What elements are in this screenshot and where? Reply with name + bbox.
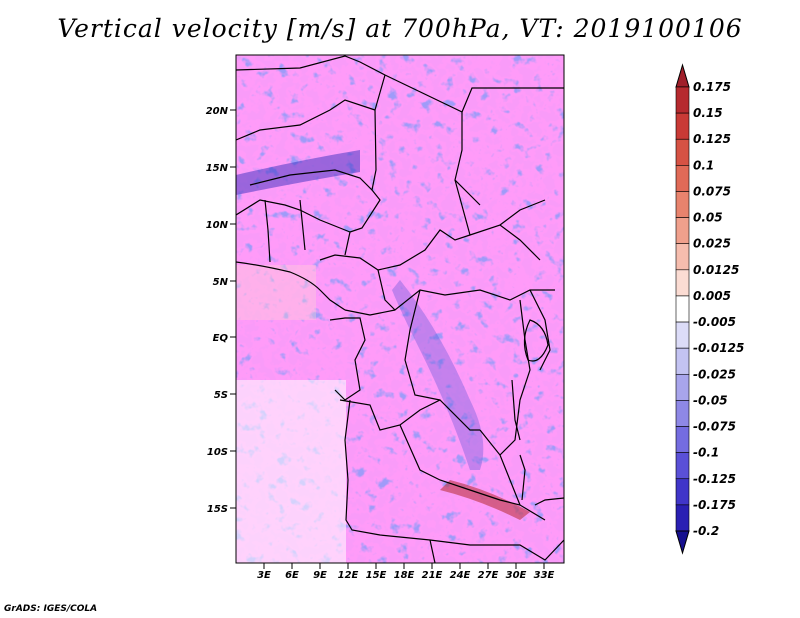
lon-tick: 6E (285, 563, 299, 581)
lat-label: 5S (214, 390, 228, 401)
colorbar: 0.175 0.15 0.125 0.1 0.075 0.05 0.025 0.0125 0.0… (675, 63, 744, 555)
colorbar-segment (675, 217, 690, 245)
lon-label: 18E (394, 570, 415, 581)
lon-tick: 18E (394, 563, 415, 581)
lat-label: 10S (207, 447, 228, 458)
lon-tick: 30E (506, 563, 527, 581)
colorbar-label: 0.1 (693, 158, 714, 172)
colorbar-segment (675, 269, 690, 297)
lon-tick: 3E (257, 563, 271, 581)
lon-tick: 15E (366, 563, 387, 581)
longitude-axis: 3E 6E 9E 12E 15E 18E 21E 24E 27E 30E 33E (257, 563, 555, 581)
lon-tick: 27E (478, 563, 499, 581)
colorbar-label: 0.125 (693, 132, 731, 146)
lat-tick: 5S (214, 390, 236, 401)
lon-tick: 33E (534, 563, 555, 581)
lat-label: EQ (213, 333, 229, 344)
lakes (511, 319, 549, 501)
colorbar-label: 0.15 (693, 106, 723, 120)
colorbar-arrow-top (675, 63, 690, 88)
lon-label: 9E (313, 570, 327, 581)
colorbar-label: -0.025 (693, 367, 736, 381)
lon-tick: 12E (338, 563, 359, 581)
lat-label: 15N (206, 163, 229, 174)
lat-tick: EQ (213, 333, 236, 344)
lat-tick: 15N (206, 163, 236, 174)
chart-title: Vertical velocity [m/s] at 700hPa, VT: 2… (57, 14, 743, 43)
colorbar-label: -0.075 (693, 420, 736, 434)
colorbar-segment (675, 295, 690, 323)
colorbar-segment (675, 373, 690, 401)
colorbar-segment (675, 138, 690, 166)
colorbar-segment (675, 112, 690, 140)
colorbar-segment (675, 165, 690, 192)
footer-credit: GrADS: IGES/COLA (4, 604, 98, 614)
colorbar-label: 0.175 (693, 80, 731, 94)
lat-tick: 20N (206, 106, 236, 117)
colorbar-segment (675, 347, 690, 375)
lat-tick: 10S (207, 447, 236, 458)
lon-label: 12E (338, 570, 359, 581)
colorbar-label: -0.005 (693, 315, 736, 329)
colorbar-segment (675, 452, 690, 480)
lat-tick: 5N (213, 277, 236, 288)
colorbar-segment (675, 321, 690, 349)
colorbar-segment (675, 243, 690, 271)
colorbar-label: -0.175 (693, 498, 736, 512)
colorbar-arrow-bottom (675, 530, 690, 555)
colorbar-segment (675, 400, 690, 427)
lon-label: 24E (450, 570, 471, 581)
lon-label: 30E (506, 570, 527, 581)
colorbar-label: 0.0125 (693, 263, 739, 277)
lon-label: 33E (534, 570, 555, 581)
colorbar-label: -0.2 (693, 524, 719, 538)
colorbar-label: 0.025 (693, 237, 731, 251)
map-frame (235, 54, 565, 564)
lon-label: 6E (285, 570, 299, 581)
colorbar-label: -0.05 (693, 393, 728, 407)
lon-label: 3E (257, 570, 271, 581)
vertical-velocity-field (236, 55, 564, 563)
colorbar-segment (675, 426, 690, 453)
colorbar-label: 0.005 (693, 289, 731, 303)
lat-label: 15S (207, 504, 228, 515)
lon-label: 15E (366, 570, 387, 581)
lat-label: 10N (206, 220, 229, 231)
lon-tick: 9E (313, 563, 327, 581)
colorbar-segment (675, 478, 690, 506)
colorbar-label: 0.075 (693, 184, 731, 198)
colorbar-segment (675, 86, 690, 114)
lat-label: 20N (206, 106, 229, 117)
lon-label: 21E (422, 570, 443, 581)
lon-tick: 21E (422, 563, 443, 581)
country-borders (236, 55, 564, 563)
colorbar-label: -0.125 (693, 472, 736, 486)
lat-label: 5N (213, 277, 229, 288)
colorbar-label: -0.0125 (693, 341, 744, 355)
colorbar-label: -0.1 (693, 446, 719, 460)
lon-label: 27E (478, 570, 499, 581)
latitude-axis: 20N 15N 10N 5N EQ 5S 10S 15S (206, 106, 236, 515)
colorbar-segment (675, 191, 690, 218)
colorbar-label: 0.05 (693, 211, 723, 225)
lat-tick: 15S (207, 504, 236, 515)
colorbar-segment (675, 504, 690, 532)
lon-tick: 24E (450, 563, 471, 581)
lat-tick: 10N (206, 220, 236, 231)
